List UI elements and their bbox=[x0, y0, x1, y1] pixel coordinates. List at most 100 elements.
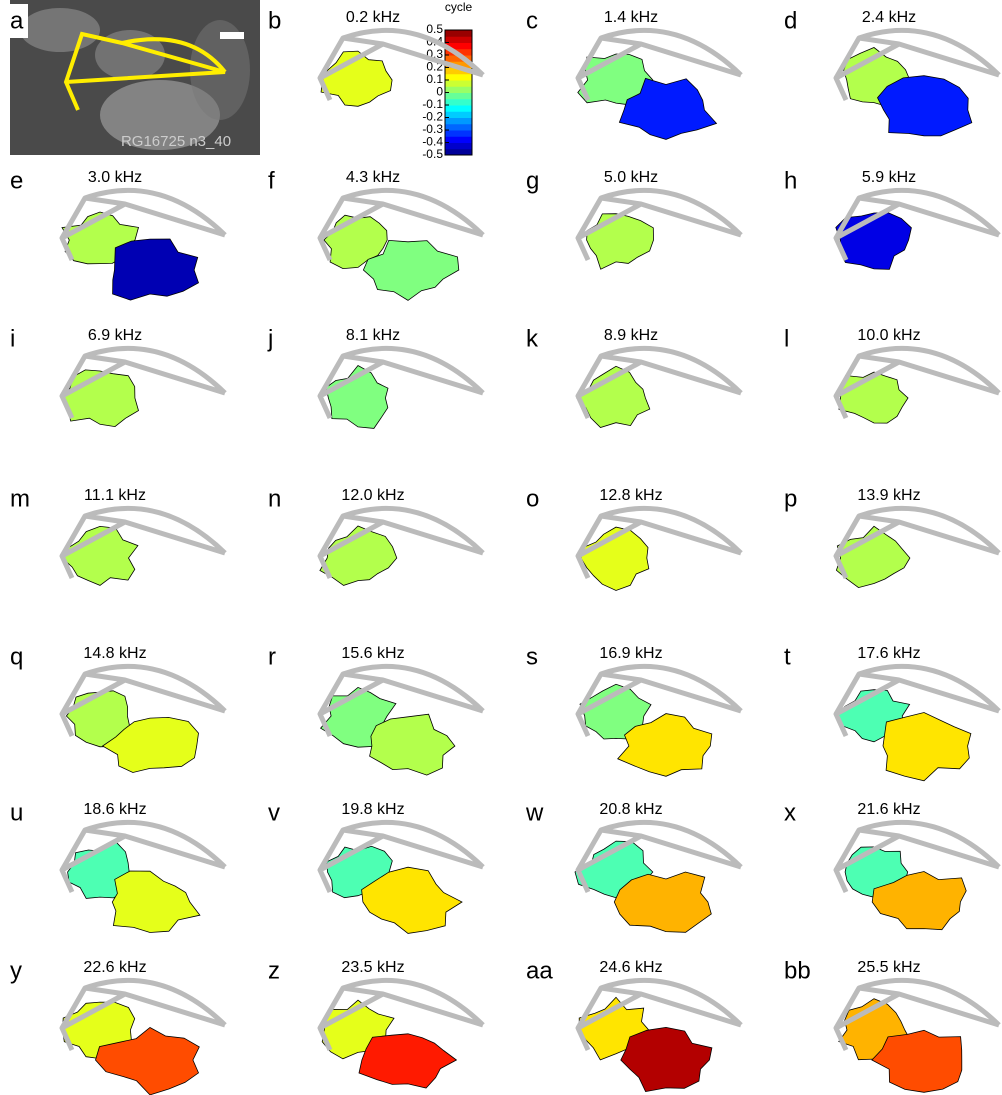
panel-label: z bbox=[268, 957, 280, 984]
panel-title: 5.0 kHz bbox=[604, 169, 658, 186]
panel-title: 2.4 kHz bbox=[862, 9, 916, 26]
panel-title: 15.6 kHz bbox=[341, 645, 404, 662]
colorbar-band bbox=[445, 143, 472, 150]
panel-label: v bbox=[268, 799, 280, 826]
panel-label: k bbox=[526, 325, 539, 352]
tissue bbox=[20, 8, 100, 52]
map-panel: v 19.8 kHz bbox=[268, 799, 483, 933]
map-panel: r 15.6 kHz bbox=[268, 643, 483, 775]
panel-label: t bbox=[784, 643, 791, 670]
map-panel: q 14.8 kHz bbox=[10, 643, 225, 772]
panel-title: 18.6 kHz bbox=[83, 801, 146, 818]
panel-label: b bbox=[268, 7, 281, 34]
map-panel: z 23.5 kHz bbox=[268, 957, 483, 1088]
image-panel: RG16725 n3_40 a bbox=[0, 0, 260, 155]
colorbar-band bbox=[445, 86, 472, 93]
panel-label: aa bbox=[526, 957, 553, 984]
map-panel: d 2.4 kHz bbox=[784, 7, 999, 136]
panel-title: 1.4 kHz bbox=[604, 9, 658, 26]
colorbar-band bbox=[445, 99, 472, 106]
panel-label: o bbox=[526, 485, 539, 512]
panel-label: m bbox=[10, 485, 30, 512]
colorbar-band bbox=[445, 136, 472, 143]
colorbar-band bbox=[445, 93, 472, 100]
panel-label: y bbox=[10, 957, 22, 984]
map-panel: y22.6 kHz bbox=[10, 957, 225, 1095]
colorbar-label: cycle bbox=[445, 0, 473, 14]
map-panel: x 21.6 kHz bbox=[784, 799, 999, 929]
panel-label: l bbox=[784, 325, 789, 352]
phase-region bbox=[621, 1027, 712, 1091]
panel-title: 12.0 kHz bbox=[341, 487, 404, 504]
colorbar-band bbox=[445, 74, 472, 81]
panel-label: x bbox=[784, 799, 796, 826]
panel-label: e bbox=[10, 167, 23, 194]
colorbar-tick-label: -0.5 bbox=[422, 147, 443, 161]
panel-label: w bbox=[525, 799, 544, 826]
colorbar-band bbox=[445, 130, 472, 137]
map-panel: t 17.6 kHz bbox=[784, 643, 999, 780]
panel-title: 23.5 kHz bbox=[341, 959, 404, 976]
colorbar-band bbox=[445, 30, 472, 37]
map-panel: w 20.8 kHz bbox=[525, 799, 741, 932]
phase-region bbox=[839, 372, 908, 423]
panel-title: 6.9 kHz bbox=[88, 327, 142, 344]
map-panel: m 11.1 kHz bbox=[10, 485, 225, 585]
map-panel: j 8.1 kHz bbox=[267, 325, 483, 428]
phase-region bbox=[587, 214, 654, 270]
panel-title: 5.9 kHz bbox=[862, 169, 916, 186]
colorbar-band bbox=[445, 111, 472, 118]
phase-region bbox=[883, 713, 971, 781]
caption: RG16725 n3_40 bbox=[121, 133, 231, 150]
map-panel: c 1.4 kHz bbox=[526, 7, 741, 139]
panel-title: 20.8 kHz bbox=[599, 801, 662, 818]
panel-title: 4.3 kHz bbox=[346, 169, 400, 186]
map-panel: u 18.6 kHz bbox=[10, 799, 225, 932]
colorbar-band bbox=[445, 105, 472, 112]
map-panel: o 12.8 kHz bbox=[526, 485, 741, 590]
panel-label: c bbox=[526, 7, 538, 34]
figure: RG16725 n3_40 a cycle0.50.40.30.20.10-0.… bbox=[0, 0, 1002, 1095]
panel-title: 8.1 kHz bbox=[346, 327, 400, 344]
panel-label: i bbox=[10, 325, 15, 352]
map-panel: i 6.9 kHz bbox=[10, 325, 225, 426]
colorbar-band bbox=[445, 124, 472, 131]
phase-region bbox=[370, 714, 455, 775]
map-panel: g 5.0 kHz bbox=[526, 167, 741, 269]
panel-label: g bbox=[526, 167, 539, 194]
panel-title: 21.6 kHz bbox=[857, 801, 920, 818]
panel-label: q bbox=[10, 643, 23, 670]
panel-title: 16.9 kHz bbox=[599, 645, 662, 662]
panel-label: u bbox=[10, 799, 23, 826]
panel-label: n bbox=[268, 485, 281, 512]
panel-title: 13.9 kHz bbox=[857, 487, 920, 504]
colorbar-band bbox=[445, 36, 472, 43]
colorbar-band bbox=[445, 118, 472, 125]
panel-label: bb bbox=[784, 957, 811, 984]
panel-title: 8.9 kHz bbox=[604, 327, 658, 344]
panel-title: 14.8 kHz bbox=[83, 645, 146, 662]
phase-region bbox=[113, 239, 199, 300]
phase-region bbox=[359, 1034, 456, 1088]
panel-label: a bbox=[10, 7, 24, 34]
panel-title: 17.6 kHz bbox=[857, 645, 920, 662]
panel-title: 12.8 kHz bbox=[599, 487, 662, 504]
phase-region bbox=[112, 871, 200, 933]
panel-label: d bbox=[784, 7, 797, 34]
panel-label: j bbox=[267, 325, 273, 352]
map-panel: k 8.9 kHz bbox=[526, 325, 741, 427]
panel-title: 11.1 kHz bbox=[84, 487, 146, 504]
panel-title: 19.8 kHz bbox=[341, 801, 404, 818]
scale-bar bbox=[220, 32, 244, 39]
colorbar-band bbox=[445, 149, 472, 156]
map-panel: f4.3 kHz bbox=[268, 167, 483, 300]
phase-region bbox=[878, 76, 972, 136]
colorbar-band bbox=[445, 80, 472, 87]
panel-label: r bbox=[268, 643, 276, 670]
